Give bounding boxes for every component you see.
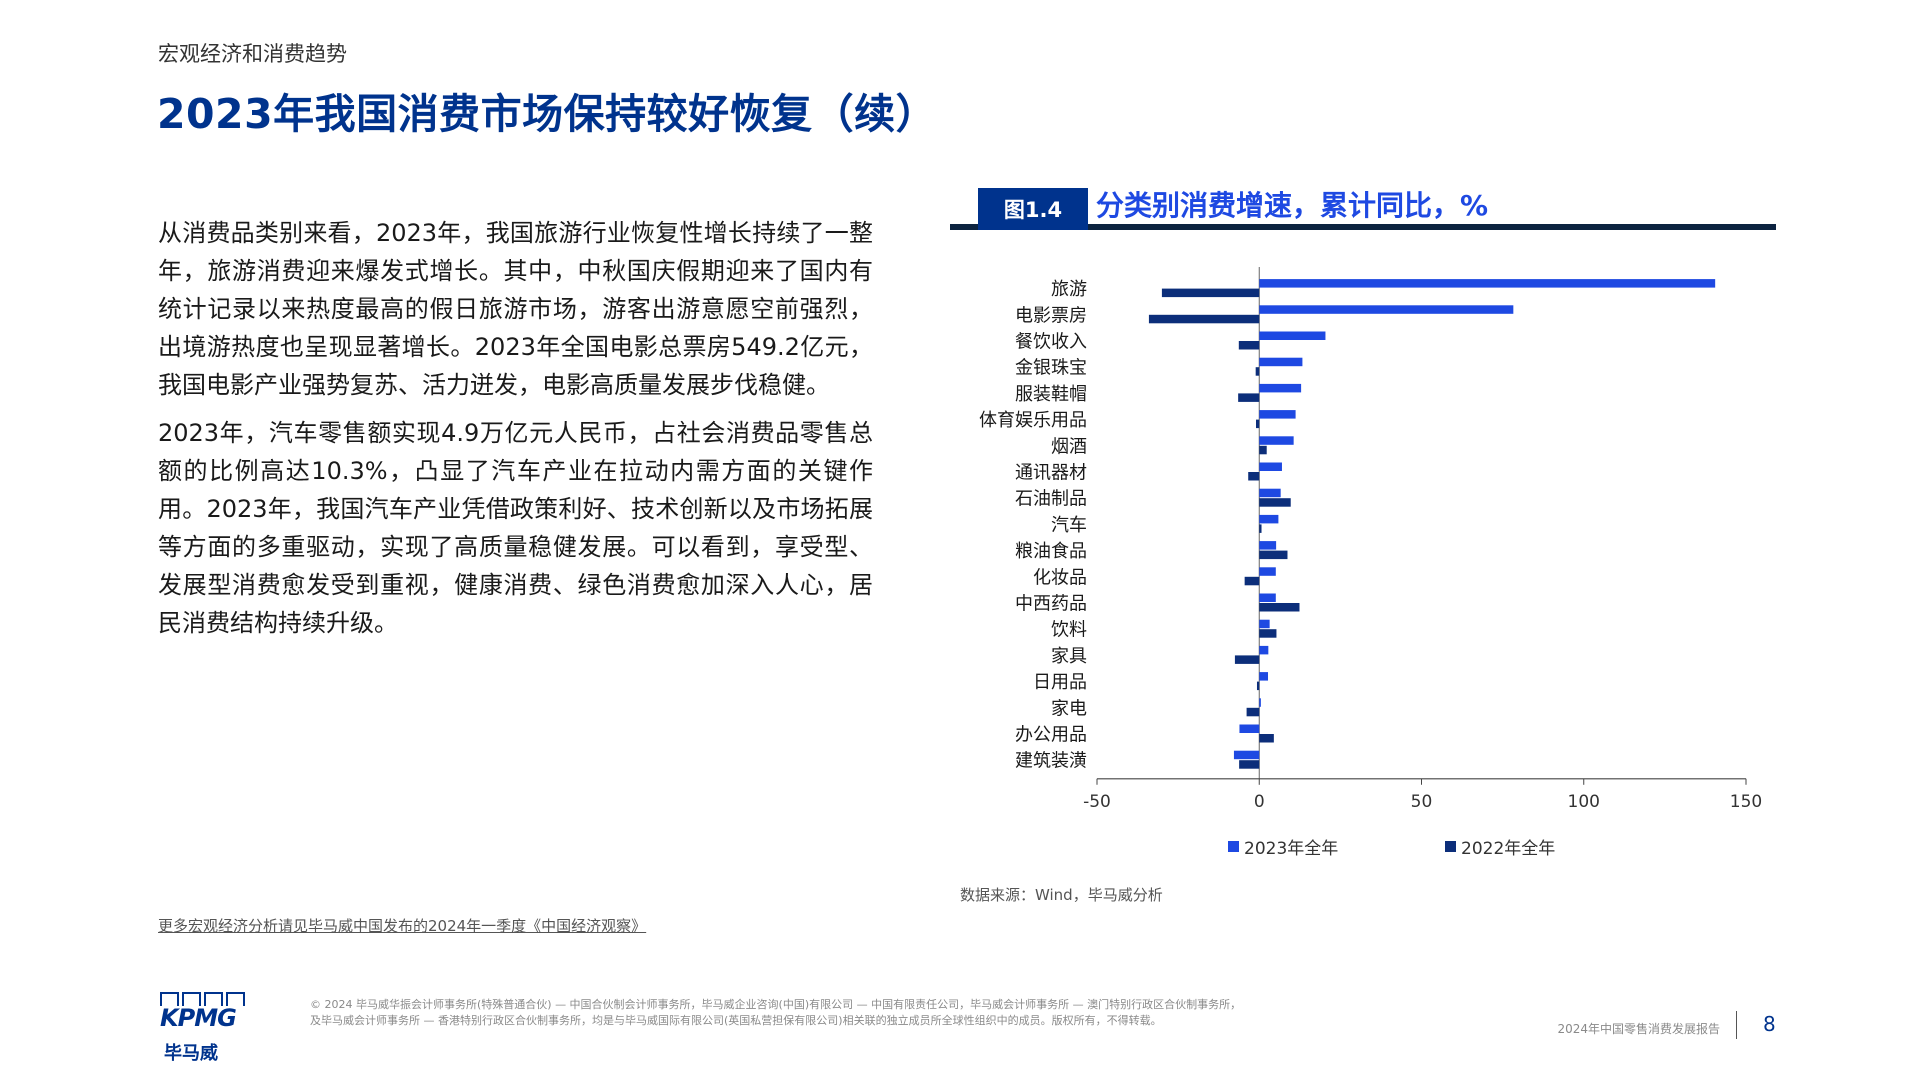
bar-2023 — [1259, 357, 1303, 367]
bar-2023 — [1259, 383, 1302, 393]
bar-2022 — [1238, 393, 1260, 402]
disclaimer-line-2: 及毕马威会计师事务所 — 香港特别行政区合伙制事务所，均是与毕马威国际有限公司(… — [310, 1014, 1162, 1027]
category-label: 家具 — [1051, 646, 1087, 667]
bar-2022 — [1259, 445, 1267, 455]
bar-2022 — [1256, 419, 1260, 429]
legend-item-2022: 2022年全年 — [1445, 834, 1555, 859]
figure-badge: 图1.4 — [978, 188, 1088, 230]
legend-label-2022: 2022年全年 — [1461, 839, 1556, 859]
category-label: 金银珠宝 — [1015, 358, 1087, 379]
bar-2022 — [1148, 314, 1260, 324]
bar-2022 — [1238, 341, 1260, 350]
category-label: 旅游 — [1051, 279, 1087, 300]
legend-swatch-2022 — [1445, 841, 1456, 852]
page-number: 8 — [1763, 1012, 1776, 1036]
kpmg-logo: KPMG — [160, 992, 245, 1030]
x-tick-label: -50 — [1083, 792, 1111, 812]
bar-2023 — [1233, 750, 1260, 760]
category-label: 餐饮收入 — [1015, 332, 1087, 353]
bar-2023 — [1259, 436, 1294, 445]
body-text: 从消费品类别来看，2023年，我国旅游行业恢复性增长持续了一整年，旅游消费迎来爆… — [158, 214, 873, 652]
x-tick-label: 0 — [1254, 792, 1265, 812]
figure-title: 分类别消费增速，累计同比，% — [1096, 189, 1489, 222]
kpmg-logo-chinese: 毕马威 — [164, 1043, 218, 1064]
bar-2023 — [1259, 593, 1276, 602]
x-tick-label: 150 — [1730, 792, 1762, 812]
category-label: 家电 — [1051, 698, 1087, 719]
category-label: 汽车 — [1051, 515, 1087, 536]
category-label: 通讯器材 — [1015, 463, 1087, 484]
bar-2022 — [1161, 288, 1260, 298]
bar-2023 — [1259, 672, 1269, 681]
bar-2023 — [1259, 541, 1277, 550]
bar-2022 — [1259, 629, 1277, 638]
category-label: 烟酒 — [1051, 436, 1087, 457]
bar-2022 — [1239, 760, 1260, 769]
bar-2022 — [1259, 550, 1288, 560]
paragraph-tourism: 从消费品类别来看，2023年，我国旅游行业恢复性增长持续了一整年，旅游消费迎来爆… — [158, 219, 873, 399]
kpmg-logo-boxes — [160, 992, 245, 1006]
kpmg-logo-wordmark: KPMG — [160, 1004, 237, 1032]
data-source: 数据来源：Wind，毕马威分析 — [960, 886, 1163, 904]
bar-2023 — [1259, 514, 1279, 524]
category-label: 化妆品 — [1033, 567, 1087, 588]
legend-label-2023: 2023年全年 — [1244, 839, 1339, 859]
copyright-disclaimer: © 2024 毕马威华振会计师事务所(特殊普通合伙) — 中国合伙制会计师事务所… — [310, 997, 1350, 1029]
x-tick-label: 100 — [1568, 792, 1600, 812]
category-label: 建筑装潢 — [1015, 751, 1087, 772]
category-label: 石油制品 — [1015, 489, 1087, 510]
bar-2022 — [1256, 681, 1260, 691]
paragraph-auto: 2023年，汽车零售额实现4.9万亿元人民币，占社会消费品零售总额的比例高达10… — [158, 419, 873, 637]
more-analysis-link[interactable]: 更多宏观经济分析请见毕马威中国发布的2024年一季度《中国经济观察》 — [158, 917, 647, 935]
bar-2022 — [1259, 524, 1262, 533]
category-label: 粮油食品 — [1015, 541, 1087, 562]
category-label: 饮料 — [1051, 620, 1087, 641]
bar-2022 — [1259, 498, 1291, 507]
bar-2023 — [1259, 488, 1281, 498]
bar-2022 — [1234, 655, 1260, 664]
figure-header: 图1.4 分类别消费增速，累计同比，% — [950, 188, 1776, 230]
bar-2022 — [1248, 472, 1260, 481]
footer-divider — [1736, 1011, 1737, 1039]
bar-2023 — [1259, 567, 1276, 576]
bar-2022 — [1246, 707, 1260, 717]
legend-item-2023: 2023年全年 — [1228, 834, 1338, 859]
x-tick-label: 50 — [1411, 792, 1433, 812]
category-label: 电影票房 — [1015, 305, 1087, 326]
bar-2023 — [1259, 331, 1326, 340]
section-label: 宏观经济和消费趋势 — [158, 42, 347, 66]
category-label: 服装鞋帽 — [1015, 384, 1087, 405]
category-label: 日用品 — [1033, 672, 1087, 693]
bar-2023 — [1259, 619, 1270, 629]
legend-swatch-2023 — [1228, 841, 1239, 852]
bar-2023 — [1239, 724, 1260, 733]
category-label: 办公用品 — [1015, 725, 1087, 746]
category-label: 中西药品 — [1015, 594, 1087, 615]
bar-2023 — [1259, 645, 1269, 655]
bar-2022 — [1259, 603, 1300, 612]
category-growth-bar-chart: -50 0 50 100 150 旅游电影票房餐饮收入金银珠宝服装鞋帽体育娱乐用品烟酒通讯… — [979, 267, 1762, 812]
bar-2023 — [1259, 698, 1261, 707]
bar-2023 — [1259, 279, 1716, 288]
report-name: 2024年中国零售消费发展报告 — [1557, 1022, 1720, 1036]
disclaimer-line-1: © 2024 毕马威华振会计师事务所(特殊普通合伙) — 中国合伙制会计师事务所… — [310, 998, 1242, 1011]
category-label: 体育娱乐用品 — [979, 410, 1087, 431]
bar-2023 — [1259, 462, 1282, 471]
bar-2022 — [1259, 734, 1274, 743]
page-title: 2023年我国消费市场保持较好恢复（续） — [157, 90, 938, 138]
bar-2022 — [1255, 367, 1260, 376]
bar-2023 — [1259, 410, 1296, 419]
figure-rule — [950, 224, 1776, 230]
bar-2023 — [1259, 305, 1514, 314]
bar-2022 — [1244, 576, 1260, 586]
